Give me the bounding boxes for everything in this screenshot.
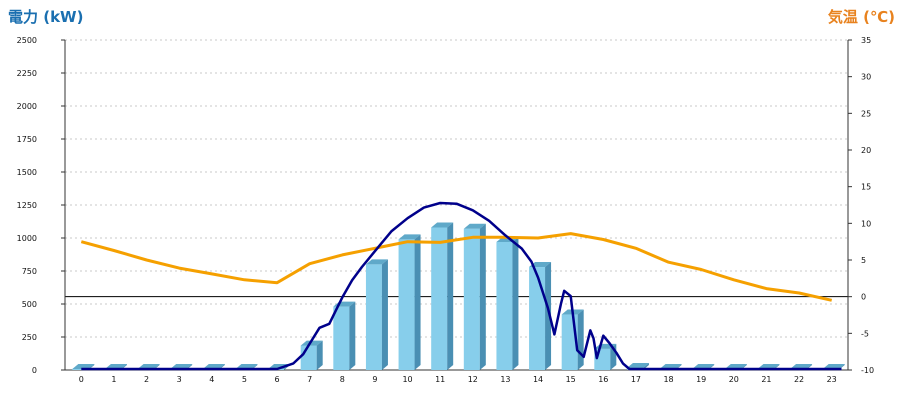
x-tick-label: 4: [209, 375, 214, 384]
bar: [431, 222, 454, 370]
bar-front: [300, 345, 317, 370]
left-tick-label: 2000: [17, 102, 37, 111]
right-tick-label: -10: [861, 366, 874, 375]
x-tick-label: 20: [729, 375, 739, 384]
x-tick-label: 0: [79, 375, 84, 384]
bar-front: [365, 264, 382, 370]
x-tick-label: 10: [402, 375, 412, 384]
bar: [496, 236, 519, 370]
x-tick-label: 5: [242, 375, 247, 384]
x-tick-label: 16: [598, 375, 608, 384]
bar-front: [463, 228, 480, 370]
right-tick-label: 5: [861, 256, 866, 265]
bar-top: [463, 223, 486, 229]
right-tick-label: 35: [861, 36, 871, 45]
x-tick-label: 2: [144, 375, 149, 384]
left-axis: 0 250 500 750 1000 1250 1500 1750 2000 2250 2500: [17, 36, 66, 375]
right-tick-label: 30: [861, 73, 871, 82]
left-tick-label: 1500: [17, 168, 37, 177]
bar-top: [398, 234, 421, 240]
x-axis: 0 1 2 3 4 5 6 7 8 9 10 11 12 13 14 15 16 17 18 19 20 21 22 23: [65, 369, 848, 384]
bar-front: [431, 227, 448, 370]
x-tick-label: 6: [275, 375, 280, 384]
bar: [463, 223, 486, 370]
left-axis-title: 電力 (kW): [8, 8, 83, 26]
x-tick-label: 13: [500, 375, 510, 384]
x-tick-label: 18: [663, 375, 673, 384]
right-tick-label: 15: [861, 183, 871, 192]
bar: [529, 262, 552, 370]
bar-top: [300, 340, 323, 346]
x-tick-label: 1: [111, 375, 116, 384]
bar-top: [431, 222, 454, 228]
temperature-line: [80, 232, 833, 302]
left-tick-label: 1000: [17, 234, 37, 243]
x-tick-label: 9: [372, 375, 377, 384]
bar-side: [349, 301, 356, 370]
left-tick-label: 250: [22, 333, 37, 342]
x-tick-label: 22: [794, 375, 804, 384]
x-tick-label: 17: [631, 375, 641, 384]
left-tick-label: 750: [22, 267, 37, 276]
right-axis: -10 -5 0 5 10 15 20 25 30 35: [847, 36, 874, 375]
x-tick-label: 7: [307, 375, 312, 384]
line-series: [80, 201, 842, 371]
right-tick-label: -5: [861, 329, 869, 338]
bar-front: [496, 241, 513, 370]
x-tick-label: 8: [340, 375, 345, 384]
x-tick-label: 19: [696, 375, 706, 384]
bar-top: [529, 262, 552, 268]
bar-top: [365, 259, 388, 265]
left-tick-label: 0: [32, 366, 37, 375]
grid-lines: [65, 39, 848, 338]
bar-top: [626, 363, 649, 369]
bar-side: [414, 234, 421, 370]
bar-side: [479, 223, 486, 370]
bar-front: [398, 239, 415, 370]
right-axis-title: 気温 (℃): [828, 8, 895, 26]
left-tick-label: 500: [22, 300, 37, 309]
left-tick-label: 1750: [17, 135, 37, 144]
right-tick-label: 25: [861, 109, 871, 118]
bar: [398, 234, 421, 370]
bar: [300, 340, 323, 370]
x-tick-label: 21: [761, 375, 771, 384]
bar-side: [447, 222, 454, 370]
x-tick-label: 3: [177, 375, 182, 384]
bar-side: [512, 236, 519, 370]
right-tick-label: 0: [861, 293, 866, 302]
x-tick-label: 23: [827, 375, 837, 384]
left-tick-label: 1250: [17, 201, 37, 210]
x-tick-label: 15: [566, 375, 576, 384]
bar: [333, 301, 356, 370]
bar: [365, 259, 388, 370]
x-tick-label: 14: [533, 375, 543, 384]
x-tick-label: 11: [435, 375, 445, 384]
x-tick-label: 12: [468, 375, 478, 384]
bar-side: [577, 309, 584, 370]
bar-side: [316, 340, 323, 370]
bar-front: [333, 306, 350, 370]
power-line: [81, 201, 842, 371]
right-tick-label: 20: [861, 146, 871, 155]
bar-side: [381, 259, 388, 370]
left-tick-label: 2250: [17, 69, 37, 78]
left-tick-label: 2500: [17, 36, 37, 45]
bar-side: [545, 262, 552, 370]
bar-front: [72, 369, 89, 370]
bar-front: [529, 267, 546, 370]
right-tick-label: 10: [861, 219, 871, 228]
